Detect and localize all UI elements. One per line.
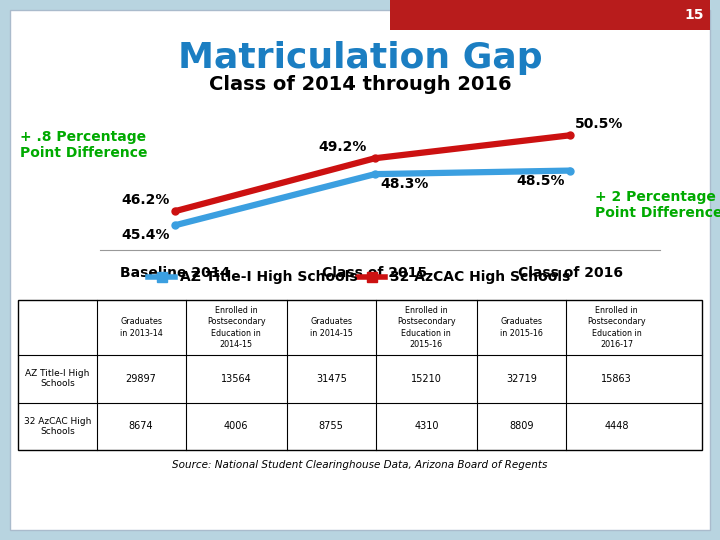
Text: 4006: 4006 — [224, 421, 248, 431]
Text: 48.5%: 48.5% — [516, 173, 565, 187]
Text: Enrolled in
Postsecondary
Education in
2016-17: Enrolled in Postsecondary Education in 2… — [588, 306, 646, 349]
Text: 8809: 8809 — [509, 421, 534, 431]
Text: + .8 Percentage
Point Difference: + .8 Percentage Point Difference — [20, 130, 148, 160]
Text: 46.2%: 46.2% — [122, 193, 170, 207]
Text: Class of 2015: Class of 2015 — [323, 266, 428, 280]
Text: Enrolled in
Postsecondary
Education in
2015-16: Enrolled in Postsecondary Education in 2… — [397, 306, 456, 349]
Text: Matriculation Gap: Matriculation Gap — [178, 41, 542, 75]
Text: Class of 2016: Class of 2016 — [518, 266, 623, 280]
Text: 4310: 4310 — [414, 421, 438, 431]
Text: 29897: 29897 — [126, 374, 156, 384]
Text: 48.3%: 48.3% — [380, 177, 428, 191]
Text: 50.5%: 50.5% — [575, 117, 624, 131]
Text: Source: National Student Clearinghouse Data, Arizona Board of Regents: Source: National Student Clearinghouse D… — [172, 460, 548, 470]
Text: Baseline 2014: Baseline 2014 — [120, 266, 230, 280]
Text: 49.2%: 49.2% — [319, 140, 367, 154]
Text: 15210: 15210 — [411, 374, 442, 384]
Text: AZ Title-I High
Schools: AZ Title-I High Schools — [25, 369, 89, 388]
Text: Class of 2014 through 2016: Class of 2014 through 2016 — [209, 76, 511, 94]
Text: 8755: 8755 — [319, 421, 343, 431]
Text: 32 AzCAC High
Schools: 32 AzCAC High Schools — [24, 416, 91, 436]
Text: 32 AzCAC High Schools: 32 AzCAC High Schools — [390, 270, 570, 284]
Text: 32719: 32719 — [506, 374, 537, 384]
Bar — [390, 0, 710, 30]
Text: Graduates
in 2015-16: Graduates in 2015-16 — [500, 318, 543, 338]
Text: 13564: 13564 — [221, 374, 251, 384]
Text: 31475: 31475 — [316, 374, 347, 384]
Text: 15863: 15863 — [601, 374, 632, 384]
Text: 15: 15 — [685, 8, 704, 22]
Text: Graduates
in 2014-15: Graduates in 2014-15 — [310, 318, 353, 338]
Text: Enrolled in
Postsecondary
Education in
2014-15: Enrolled in Postsecondary Education in 2… — [207, 306, 266, 349]
Text: Graduates
in 2013-14: Graduates in 2013-14 — [120, 318, 163, 338]
Text: + 2 Percentage
Point Difference: + 2 Percentage Point Difference — [595, 190, 720, 220]
Text: 4448: 4448 — [604, 421, 629, 431]
Text: AZ Title-I High Schools: AZ Title-I High Schools — [180, 270, 358, 284]
Text: 8674: 8674 — [129, 421, 153, 431]
Bar — [18, 300, 702, 450]
Text: 45.4%: 45.4% — [122, 228, 170, 242]
